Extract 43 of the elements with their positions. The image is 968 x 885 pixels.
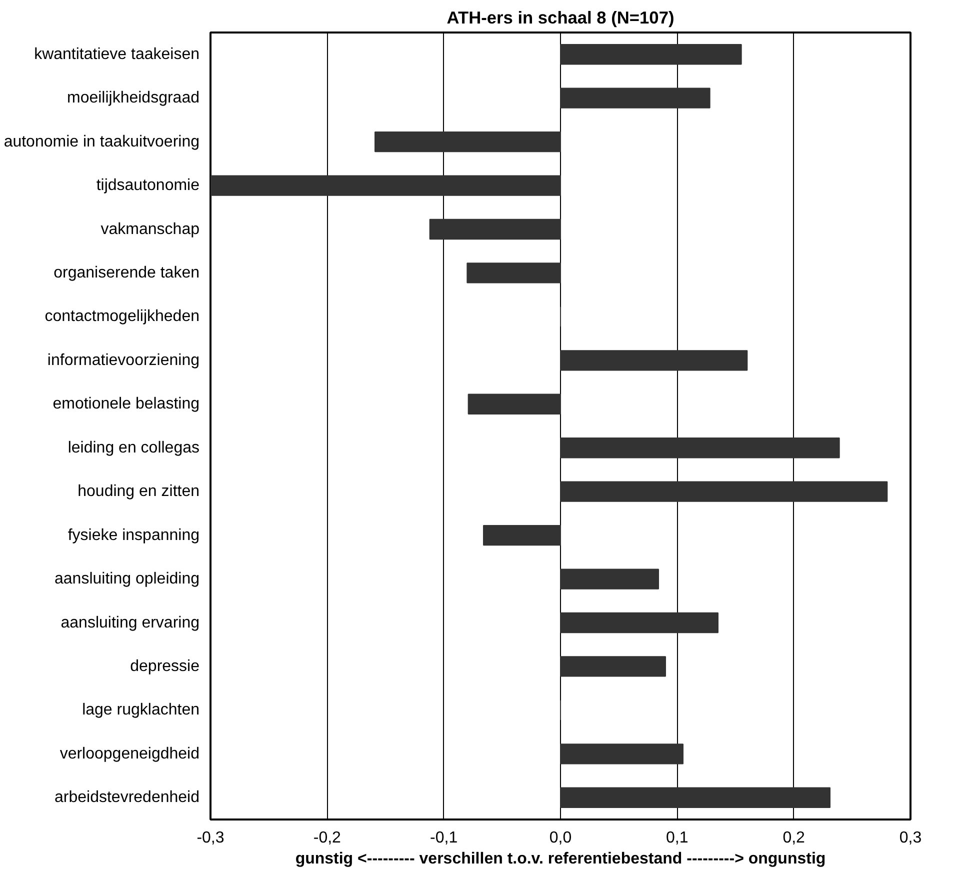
bar <box>374 131 561 152</box>
y-tick-label: fysieke inspanning <box>68 526 200 544</box>
x-tick-label: 0,1 <box>666 830 688 846</box>
bar <box>210 175 561 196</box>
x-tick-label: -0,3 <box>196 830 224 846</box>
y-tick-label: depressie <box>130 658 200 675</box>
bar <box>560 88 710 108</box>
bar <box>560 612 718 634</box>
bar <box>560 744 684 764</box>
y-tick-label: aansluiting ervaring <box>60 614 200 632</box>
bar <box>560 656 666 677</box>
y-tick-label: lage rugklachten <box>82 702 200 719</box>
y-tick-label: arbeidstevredenheid <box>54 789 200 806</box>
y-tick-label: kwantitatieve taakeisen <box>34 46 200 63</box>
bar <box>560 787 830 808</box>
x-tick-label: -0,2 <box>313 830 342 846</box>
x-tick-label: -0,1 <box>430 830 458 846</box>
y-tick-label: emotionele belasting <box>52 396 200 413</box>
y-tick-label: aansluiting opleiding <box>54 570 200 588</box>
x-tick-label: 0,2 <box>782 830 806 846</box>
bar <box>466 262 561 284</box>
y-tick-label: organiserende taken <box>54 264 200 282</box>
bar <box>560 568 659 590</box>
bar <box>560 438 840 458</box>
bar <box>560 44 742 65</box>
y-tick-label: informatievoorziening <box>47 352 200 369</box>
y-tick-label: verloopgeneigdheid <box>60 745 200 762</box>
bar <box>560 350 748 371</box>
x-tick-label: 0,3 <box>899 830 922 846</box>
y-tick-label: vakmanschap <box>100 220 200 238</box>
y-tick-label: autonomie in taakuitvoering <box>4 133 200 150</box>
y-tick-label: leiding en collegas <box>68 439 200 456</box>
bar <box>560 481 888 502</box>
y-tick-label: tijdsautonomie <box>96 177 200 194</box>
y-tick-label: houding en zitten <box>78 483 200 500</box>
bar <box>468 394 561 414</box>
x-axis-title: gunstig <--------- verschillen t.o.v. referentiebestand ---------> ongunstig <box>295 850 826 868</box>
x-tick-label: 0,0 <box>549 830 572 846</box>
bar <box>429 218 561 240</box>
chart-title: ATH-ers in schaal 8 (N=107) <box>446 8 674 28</box>
bar <box>483 524 561 546</box>
y-tick-label: contactmogelijkheden <box>44 308 200 326</box>
y-tick-label: moeilijkheidsgraad <box>66 90 200 107</box>
